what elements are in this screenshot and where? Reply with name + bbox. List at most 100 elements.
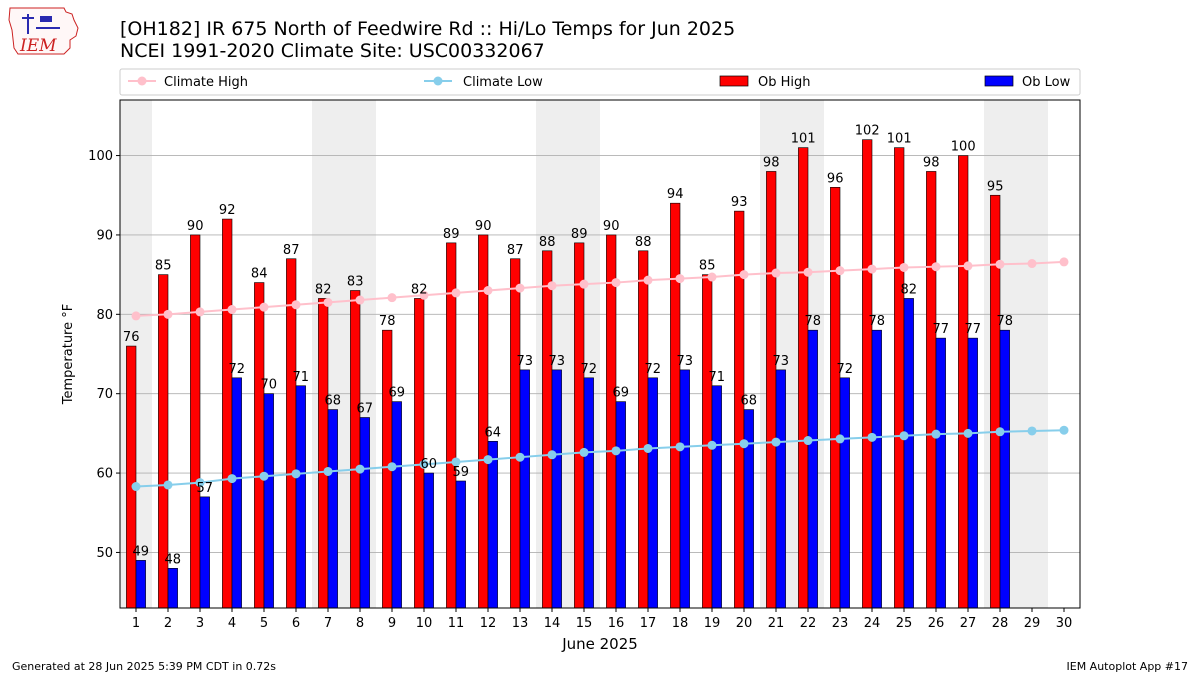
climate-low-point (1027, 426, 1037, 436)
bar-ob-low (487, 441, 498, 609)
climate-low-point (835, 434, 845, 444)
bar-ob-low (455, 480, 466, 609)
x-tick-label: 9 (388, 616, 396, 631)
bar-ob-high (638, 250, 649, 609)
climate-low-point (259, 471, 269, 481)
data-label-ob-low: 69 (613, 386, 630, 401)
climate-low-point (899, 431, 909, 441)
data-label-ob-high: 102 (855, 124, 880, 139)
x-tick-label: 8 (356, 616, 364, 631)
bar-ob-low (647, 377, 658, 609)
x-tick-label: 29 (1024, 616, 1041, 631)
climate-low-point (867, 432, 877, 442)
y-tick-label: 60 (96, 467, 113, 482)
climate-low-point (963, 428, 973, 438)
x-tick-label: 23 (832, 616, 849, 631)
data-label-ob-high: 82 (411, 282, 428, 297)
bar-ob-low (167, 568, 178, 609)
plot-frame (119, 99, 1081, 609)
legend: Climate High Climate Low Ob High Ob Low (119, 68, 1081, 96)
chart-title: [OH182] IR 675 North of Feedwire Rd :: H… (120, 18, 735, 40)
bar-ob-low (295, 385, 306, 609)
climate-high-point (611, 278, 621, 288)
data-label-ob-high: 101 (887, 132, 912, 147)
data-label-ob-high: 88 (539, 235, 556, 250)
legend-climate-high: Climate High (128, 75, 248, 90)
data-label-ob-high: 87 (507, 243, 524, 258)
bar-ob-low (391, 401, 402, 609)
climate-high-point (227, 305, 237, 315)
data-label-ob-low: 73 (517, 354, 534, 369)
x-tick-label: 25 (896, 616, 913, 631)
climate-high-point (867, 264, 877, 274)
data-label-ob-low: 48 (165, 552, 182, 567)
x-tick-label: 18 (672, 616, 689, 631)
data-label-ob-high: 95 (987, 179, 1004, 194)
data-label-ob-low: 73 (677, 354, 694, 369)
x-tick-label: 20 (736, 616, 753, 631)
climate-high-point (387, 293, 397, 303)
bar-ob-low (423, 472, 434, 609)
bar-ob-low (359, 417, 370, 609)
legend-ob-low: Ob Low (984, 75, 1071, 90)
data-label-ob-high: 85 (155, 259, 172, 274)
bar-ob-low (711, 385, 722, 609)
data-label-ob-low: 72 (645, 362, 662, 377)
climate-high-point (1027, 259, 1037, 269)
data-label-ob-low: 77 (933, 322, 950, 337)
bar-ob-high (574, 242, 585, 609)
x-tick-label: 30 (1056, 616, 1073, 631)
bar-ob-high (414, 298, 425, 609)
bar-ob-low (807, 329, 818, 609)
data-label-ob-high: 90 (603, 219, 620, 234)
bar-ob-low (679, 369, 690, 609)
footer-generated: Generated at 28 Jun 2025 5:39 PM CDT in … (12, 660, 276, 673)
data-label-ob-high: 93 (731, 195, 748, 210)
data-label-ob-low: 68 (741, 394, 758, 409)
climate-low-point (579, 447, 589, 457)
climate-high-point (291, 300, 301, 310)
climate-high-point (931, 262, 941, 272)
climate-high-point (579, 279, 589, 289)
climate-high-point (771, 268, 781, 278)
climate-high-point (707, 272, 717, 282)
data-label-ob-high: 100 (951, 140, 976, 155)
climate-high-point (547, 281, 557, 291)
bar-ob-low (135, 560, 146, 609)
climate-high-point (451, 288, 461, 298)
climate-high-point (259, 302, 269, 312)
chart-subtitle: NCEI 1991-2020 Climate Site: USC00332067 (120, 40, 545, 62)
data-label-ob-low: 70 (261, 378, 278, 393)
climate-high-point (195, 307, 205, 317)
climate-low-point (675, 442, 685, 452)
climate-low-point (643, 443, 653, 453)
climate-low-point (771, 437, 781, 447)
data-label-ob-high: 90 (475, 219, 492, 234)
climate-high-point (675, 274, 685, 284)
climate-low-point (355, 464, 365, 474)
x-axis-title: June 2025 (561, 635, 638, 653)
bar-ob-low (775, 369, 786, 609)
climate-high-point (323, 297, 333, 307)
data-label-ob-high: 87 (283, 243, 300, 258)
data-label-ob-high: 76 (123, 330, 140, 345)
x-axis: 1 2 3 4 5 6 7 8 9 10 11 12 13 14 15 16 17 18 19 20 21 22 23 24 2… (132, 608, 1072, 631)
climate-high-point (899, 262, 909, 272)
bar-ob-low (967, 337, 978, 609)
climate-high-point (739, 270, 749, 280)
y-tick-label: 80 (96, 308, 113, 323)
bar-ob-high (350, 290, 361, 609)
y-tick-label: 70 (96, 387, 113, 402)
x-tick-label: 22 (800, 616, 817, 631)
data-label-ob-high: 98 (763, 155, 780, 170)
bar-ob-high (318, 298, 329, 609)
x-tick-label: 3 (196, 616, 204, 631)
y-axis: 50 60 70 80 90 100 (88, 149, 120, 561)
bar-ob-high (606, 234, 617, 609)
gridlines (120, 155, 1080, 553)
data-label-ob-high: 89 (571, 227, 588, 242)
data-label-ob-low: 78 (869, 314, 886, 329)
climate-high-point (355, 295, 365, 305)
climate-high-point (995, 259, 1005, 269)
bar-ob-high (958, 155, 969, 609)
